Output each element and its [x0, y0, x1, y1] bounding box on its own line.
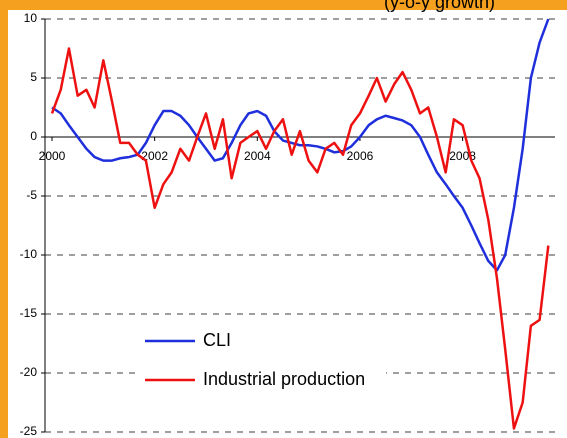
- y-tick-label: -25: [20, 424, 38, 438]
- top-band: [0, 0, 567, 10]
- series-line: [51, 18, 550, 272]
- x-tick-label: 2000: [39, 149, 66, 163]
- y-tick-label: -20: [20, 365, 38, 379]
- left-band: [0, 0, 8, 438]
- y-tick-label: 10: [24, 11, 38, 25]
- legend-label: CLI: [203, 330, 231, 350]
- x-tick-label: 2002: [141, 149, 168, 163]
- y-tick-label: 5: [30, 70, 37, 84]
- y-tick-label: -5: [26, 188, 37, 202]
- x-tick-label: 2006: [347, 149, 374, 163]
- y-tick-label: -15: [20, 306, 38, 320]
- x-tick-label: 2004: [244, 149, 271, 163]
- y-tick-label: -10: [20, 247, 38, 261]
- series-line: [50, 47, 550, 430]
- subtitle: (y-o-y growth): [384, 0, 495, 12]
- legend-label: Industrial production: [203, 369, 365, 389]
- y-tick-label: 0: [30, 129, 37, 143]
